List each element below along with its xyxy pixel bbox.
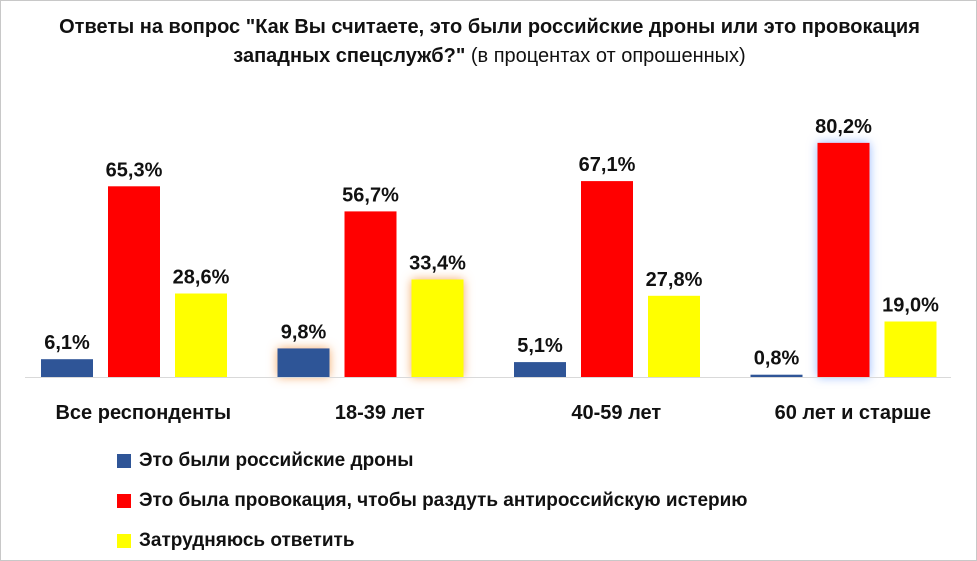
legend-item-2: Это была провокация, чтобы раздуть антир… <box>117 481 748 521</box>
data-label-4-1: 0,8% <box>754 348 800 370</box>
legend-swatch-1 <box>117 454 131 468</box>
bar-chart: 6,1% 65,3% 28,6% Все респонденты 9,8% 56,7% 33… <box>25 116 951 424</box>
bar-2-3 <box>411 279 464 377</box>
bar-2-1 <box>277 348 330 377</box>
bar-3-1 <box>514 362 566 377</box>
chart-title-note: (в процентах от опрошенных) <box>465 45 746 67</box>
legend-label-2: Это была провокация, чтобы раздуть антир… <box>139 490 748 511</box>
category-label-3: 40-59 лет <box>571 402 661 424</box>
legend-swatch-2 <box>117 494 131 508</box>
legend-label-3: Затрудняюсь ответить <box>139 530 355 551</box>
category-label-2: 18-39 лет <box>335 402 425 424</box>
data-label-2-1: 9,8% <box>281 321 327 343</box>
bar-3-3 <box>648 295 700 377</box>
data-label-2-2: 56,7% <box>342 184 399 206</box>
data-label-3-2: 67,1% <box>579 154 636 176</box>
data-label-4-2: 80,2% <box>815 116 872 138</box>
legend-swatch-3 <box>117 534 131 548</box>
bar-4-3 <box>884 321 937 377</box>
data-label-1-1: 6,1% <box>44 332 90 354</box>
bars-group <box>41 142 937 377</box>
bar-1-1 <box>41 359 93 377</box>
data-label-1-3: 28,6% <box>173 267 230 289</box>
bar-2-2 <box>344 211 397 377</box>
bar-4-2 <box>817 142 870 377</box>
data-label-2-3: 33,4% <box>409 253 466 275</box>
bar-1-3 <box>175 293 227 377</box>
legend: Это были российские дроны Это была провок… <box>117 441 748 561</box>
labels-group: 6,1% 65,3% 28,6% Все респонденты 9,8% 56,7% 33… <box>44 116 939 424</box>
bar-3-2 <box>581 181 633 377</box>
legend-item-3: Затрудняюсь ответить <box>117 521 748 561</box>
category-label-4: 60 лет и старше <box>775 402 931 424</box>
legend-item-1: Это были российские дроны <box>117 441 748 481</box>
legend-label-1: Это были российские дроны <box>139 450 414 471</box>
data-label-1-2: 65,3% <box>106 159 163 181</box>
data-label-3-1: 5,1% <box>517 335 563 357</box>
chart-title: Ответы на вопрос "Как Вы считаете, это б… <box>41 13 938 71</box>
category-label-1: Все респонденты <box>55 402 231 424</box>
data-label-3-3: 27,8% <box>646 269 703 291</box>
data-label-4-3: 19,0% <box>882 295 939 317</box>
bar-4-1 <box>750 374 803 377</box>
chart-title-bold: Ответы на вопрос "Как Вы считаете, это б… <box>59 16 920 67</box>
bar-1-2 <box>108 186 160 377</box>
